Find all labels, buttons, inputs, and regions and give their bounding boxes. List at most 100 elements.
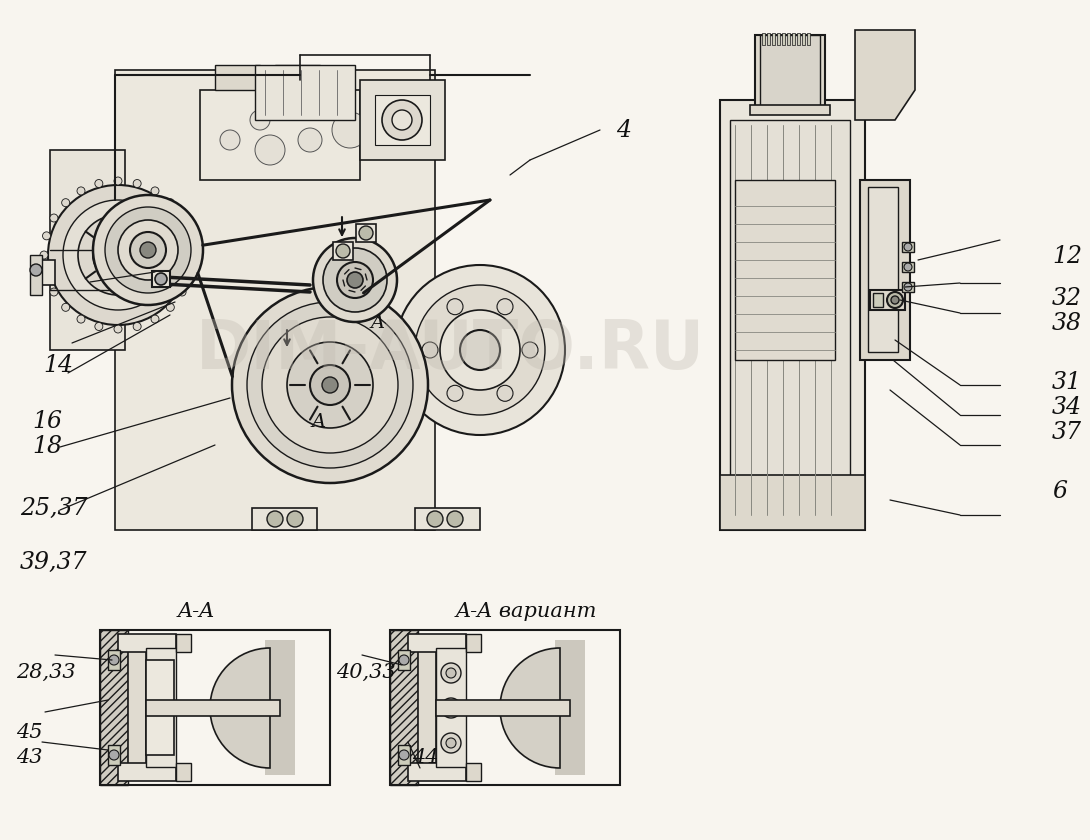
Bar — [146, 660, 174, 755]
Circle shape — [43, 270, 50, 278]
Bar — [356, 224, 376, 242]
Bar — [334, 242, 353, 260]
Bar — [750, 105, 829, 115]
Bar — [903, 242, 915, 252]
Circle shape — [109, 655, 119, 665]
Circle shape — [446, 738, 456, 748]
Circle shape — [48, 185, 187, 325]
Circle shape — [109, 750, 119, 760]
Bar — [797, 33, 800, 45]
Bar — [777, 33, 780, 45]
Bar — [755, 35, 825, 110]
Circle shape — [31, 264, 43, 276]
Circle shape — [446, 703, 456, 713]
Circle shape — [133, 180, 141, 187]
Circle shape — [262, 317, 398, 453]
Circle shape — [891, 296, 899, 304]
Bar — [903, 282, 915, 292]
Circle shape — [441, 733, 461, 753]
Circle shape — [43, 232, 50, 240]
Circle shape — [399, 750, 409, 760]
Circle shape — [313, 238, 397, 322]
Text: 32: 32 — [1052, 286, 1082, 310]
Bar — [100, 630, 128, 785]
Text: A: A — [312, 412, 326, 431]
Circle shape — [93, 230, 143, 280]
Bar — [50, 150, 125, 350]
Circle shape — [140, 242, 156, 258]
Bar — [555, 640, 585, 775]
Circle shape — [105, 207, 191, 293]
Text: A-A вариант: A-A вариант — [456, 602, 597, 621]
Text: 43: 43 — [16, 748, 43, 767]
Circle shape — [123, 249, 129, 255]
Bar — [175, 763, 191, 781]
Circle shape — [441, 663, 461, 683]
Bar — [108, 650, 120, 670]
Circle shape — [447, 511, 463, 527]
Circle shape — [904, 263, 912, 271]
Circle shape — [322, 377, 338, 393]
Text: 4: 4 — [616, 118, 631, 142]
Circle shape — [178, 214, 186, 222]
Bar — [787, 33, 790, 45]
Polygon shape — [855, 30, 915, 120]
Text: 38: 38 — [1052, 312, 1082, 335]
Bar — [467, 763, 481, 781]
Circle shape — [167, 303, 174, 312]
Circle shape — [187, 251, 196, 259]
Text: 12: 12 — [1052, 244, 1082, 268]
Text: 25,37: 25,37 — [20, 496, 87, 520]
Bar — [390, 630, 417, 785]
Circle shape — [185, 232, 194, 240]
Circle shape — [446, 668, 456, 678]
Circle shape — [62, 199, 70, 207]
Circle shape — [336, 244, 350, 258]
Bar — [35, 260, 54, 285]
Circle shape — [123, 225, 129, 231]
Circle shape — [310, 365, 350, 405]
Circle shape — [347, 272, 363, 288]
Bar — [118, 634, 175, 652]
Bar — [408, 763, 467, 781]
Circle shape — [164, 258, 170, 264]
Text: 44: 44 — [412, 748, 438, 767]
Bar — [146, 648, 175, 767]
Circle shape — [255, 135, 284, 165]
Circle shape — [152, 187, 159, 195]
Circle shape — [427, 511, 443, 527]
Circle shape — [174, 237, 180, 243]
Circle shape — [78, 215, 158, 295]
Bar — [782, 33, 785, 45]
Bar — [265, 640, 295, 775]
Circle shape — [497, 386, 513, 402]
Bar — [730, 120, 850, 520]
Bar — [360, 80, 445, 160]
Circle shape — [152, 315, 159, 323]
Circle shape — [287, 511, 303, 527]
Circle shape — [133, 323, 141, 330]
Circle shape — [415, 285, 545, 415]
Bar — [108, 745, 120, 765]
Circle shape — [460, 330, 500, 370]
Circle shape — [120, 237, 126, 243]
Circle shape — [382, 100, 422, 140]
Circle shape — [359, 226, 373, 240]
Circle shape — [440, 310, 520, 390]
Circle shape — [106, 243, 130, 267]
Bar — [252, 508, 317, 530]
Circle shape — [114, 177, 122, 185]
Bar — [802, 33, 806, 45]
Circle shape — [95, 323, 102, 330]
Bar — [767, 33, 770, 45]
Text: 39,37: 39,37 — [20, 551, 87, 575]
Bar — [436, 700, 570, 716]
Circle shape — [125, 215, 175, 265]
Bar — [720, 100, 865, 530]
Bar — [467, 634, 481, 652]
Circle shape — [323, 248, 387, 312]
Circle shape — [441, 698, 461, 718]
Bar — [417, 648, 436, 767]
Circle shape — [887, 292, 903, 308]
Text: A: A — [371, 314, 385, 333]
